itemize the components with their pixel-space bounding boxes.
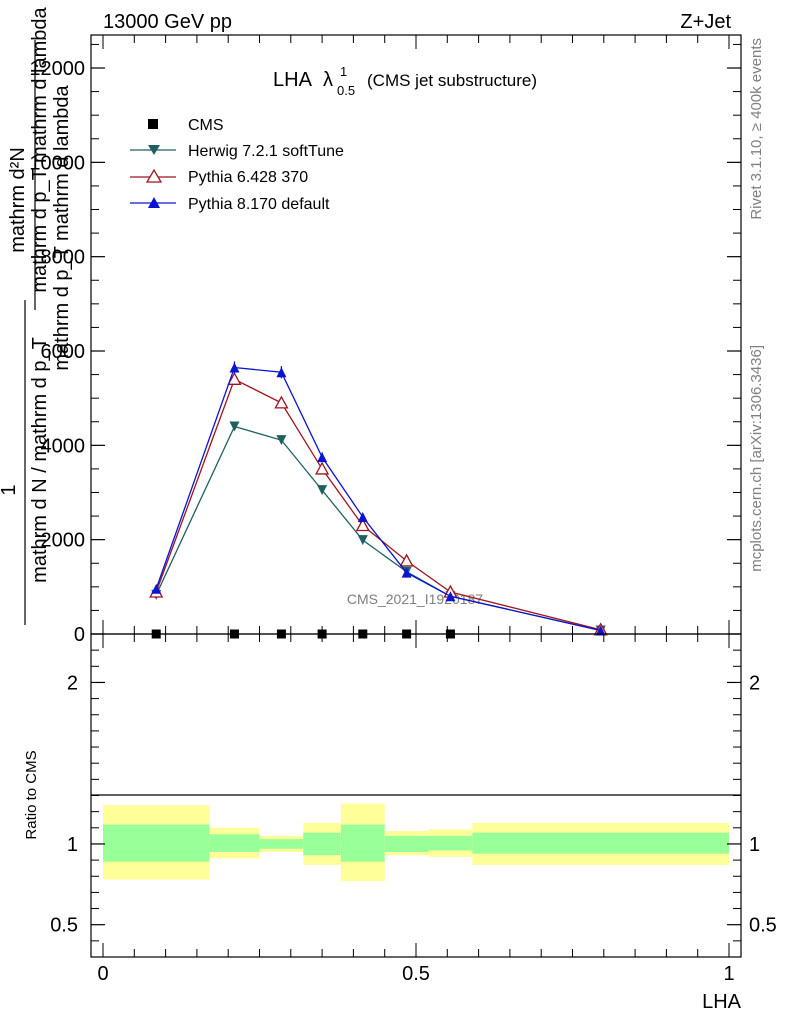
main-y-tick-label: 2000 [41,530,86,552]
header-right: Z+Jet [680,11,731,33]
pythia8-point [357,512,368,523]
legend-marker-pythia6 [145,168,163,183]
ratio-x-axis: 0 0.5 1 [97,634,735,985]
ratio-band-inner [103,824,210,862]
ratio-y-label: Ratio to CMS [23,750,40,839]
ratio-y-axis: 0.5 0.5 1 1 2 2 [50,649,777,942]
ratio-band-inner [472,832,729,854]
pythia8-point [229,362,240,373]
herwig-point [317,485,328,496]
main-y-tick-label: 8000 [41,247,86,269]
main-y-tick-label: 0 [74,624,85,646]
legend-marker-cms [148,119,158,129]
ylabel-numerator: mathrm d²N [7,147,29,253]
ylabel-dn-dpt: mathrm d N / mathrm d p_T [29,337,51,583]
main-y-tick-label: 4000 [41,435,86,457]
ratio-y-tick-label-right: 1 [749,834,760,856]
ratio-y-tick-label-right: 2 [749,672,760,694]
ratio-y-tick-label-left: 0.5 [50,915,78,937]
ratio-y-tick-label-left: 1 [67,834,78,856]
ratio-band-inner [428,835,473,851]
legend: CMS Herwig 7.2.1 softTune Pythia 6.428 3… [130,117,344,213]
herwig-point [276,435,287,446]
pythia8-point [276,367,287,378]
title-lambda: λ [323,69,333,91]
legend-label-pythia8: Pythia 8.170 default [188,196,330,213]
pythia6-series-line [155,378,601,631]
pythia6-point [274,395,289,409]
ratio-band-inner [209,834,260,853]
title-superscript: 1 [340,64,347,79]
pythia6-point [315,461,330,475]
pythia8-point [401,567,412,578]
x-tick-label: 0.5 [402,963,430,985]
legend-label-herwig: Herwig 7.2.1 softTune [188,143,344,160]
ratio-band-inner [259,839,304,849]
legend-marker-herwig [148,145,160,155]
pythia8-point [595,625,606,636]
pythia6-point [399,553,414,567]
header-left: 13000 GeV pp [103,11,232,33]
legend-label-pythia6: Pythia 6.428 370 [188,169,308,186]
rivet-label: Rivet 3.1.10, ≥ 400k events [748,38,765,220]
main-y-label: mathrm d²N mathrm d p_T mathrm d lambda … [0,6,73,625]
ylabel-one: 1 [0,484,20,495]
pythia6-point [227,371,242,385]
herwig-point [357,535,368,546]
mcplots-label: mcplots.cern.ch [arXiv:1306.3436] [748,345,765,572]
ratio-band-inner [384,835,429,853]
main-y-axis: 0 2000 4000 6000 8000 10000 12000 [29,43,741,646]
pythia6-point [355,518,370,532]
legend-marker-pythia8 [148,197,160,208]
plot-title: LHA λ 1 0.5 (CMS jet substructure) [273,64,537,98]
ratio-band-inner [340,824,385,862]
x-tick-label: 1 [723,963,734,985]
ratio-y-tick-label-left: 2 [67,672,78,694]
main-y-tick-label: 6000 [41,341,86,363]
pythia8-point [445,591,456,602]
legend-label-cms: CMS [188,117,224,134]
ratio-band-inner [303,832,341,856]
x-axis-label: LHA [702,991,742,1013]
title-subscript: 0.5 [337,83,355,98]
x-tick-label: 0 [97,963,108,985]
pythia8-point [151,583,162,594]
ylabel-denominator-2: mathrm d p_T mathrm d lambda [51,84,73,370]
main-y-tick-label: 12000 [29,58,85,80]
title-main: LHA [273,69,313,91]
title-suffix: (CMS jet substructure) [367,71,537,90]
ratio-y-tick-label-right: 0.5 [749,915,777,937]
main-y-tick-label: 10000 [29,152,85,174]
herwig-point [229,421,240,432]
ratio-uncertainty-bands [103,803,729,882]
pythia8-point [317,452,328,463]
pythia8-series-line [155,366,601,632]
